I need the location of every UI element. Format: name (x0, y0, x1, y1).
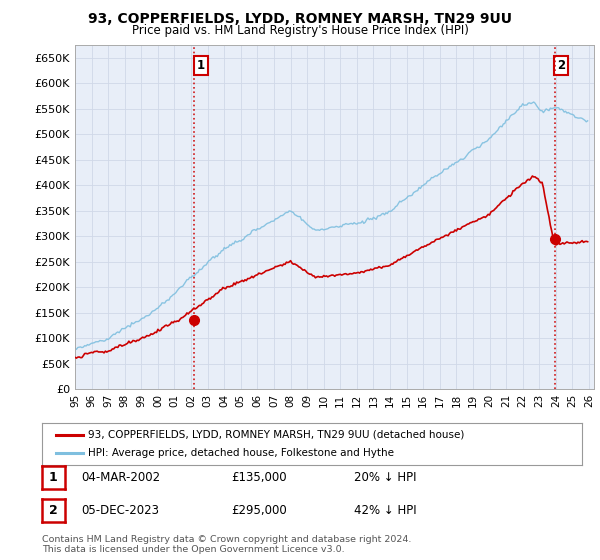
Text: This data is licensed under the Open Government Licence v3.0.: This data is licensed under the Open Gov… (42, 545, 344, 554)
Text: 1: 1 (196, 59, 205, 72)
Text: £135,000: £135,000 (231, 471, 287, 484)
Text: Contains HM Land Registry data © Crown copyright and database right 2024.: Contains HM Land Registry data © Crown c… (42, 535, 412, 544)
Text: 93, COPPERFIELDS, LYDD, ROMNEY MARSH, TN29 9UU (detached house): 93, COPPERFIELDS, LYDD, ROMNEY MARSH, TN… (88, 430, 464, 440)
Text: 05-DEC-2023: 05-DEC-2023 (81, 504, 159, 517)
Text: 2: 2 (557, 59, 565, 72)
Text: 20% ↓ HPI: 20% ↓ HPI (354, 471, 416, 484)
Text: 04-MAR-2002: 04-MAR-2002 (81, 471, 160, 484)
Text: HPI: Average price, detached house, Folkestone and Hythe: HPI: Average price, detached house, Folk… (88, 448, 394, 458)
Text: Price paid vs. HM Land Registry's House Price Index (HPI): Price paid vs. HM Land Registry's House … (131, 24, 469, 37)
Text: 42% ↓ HPI: 42% ↓ HPI (354, 504, 416, 517)
Text: 1: 1 (49, 471, 58, 484)
Text: 93, COPPERFIELDS, LYDD, ROMNEY MARSH, TN29 9UU: 93, COPPERFIELDS, LYDD, ROMNEY MARSH, TN… (88, 12, 512, 26)
Text: 2: 2 (49, 504, 58, 517)
Text: £295,000: £295,000 (231, 504, 287, 517)
